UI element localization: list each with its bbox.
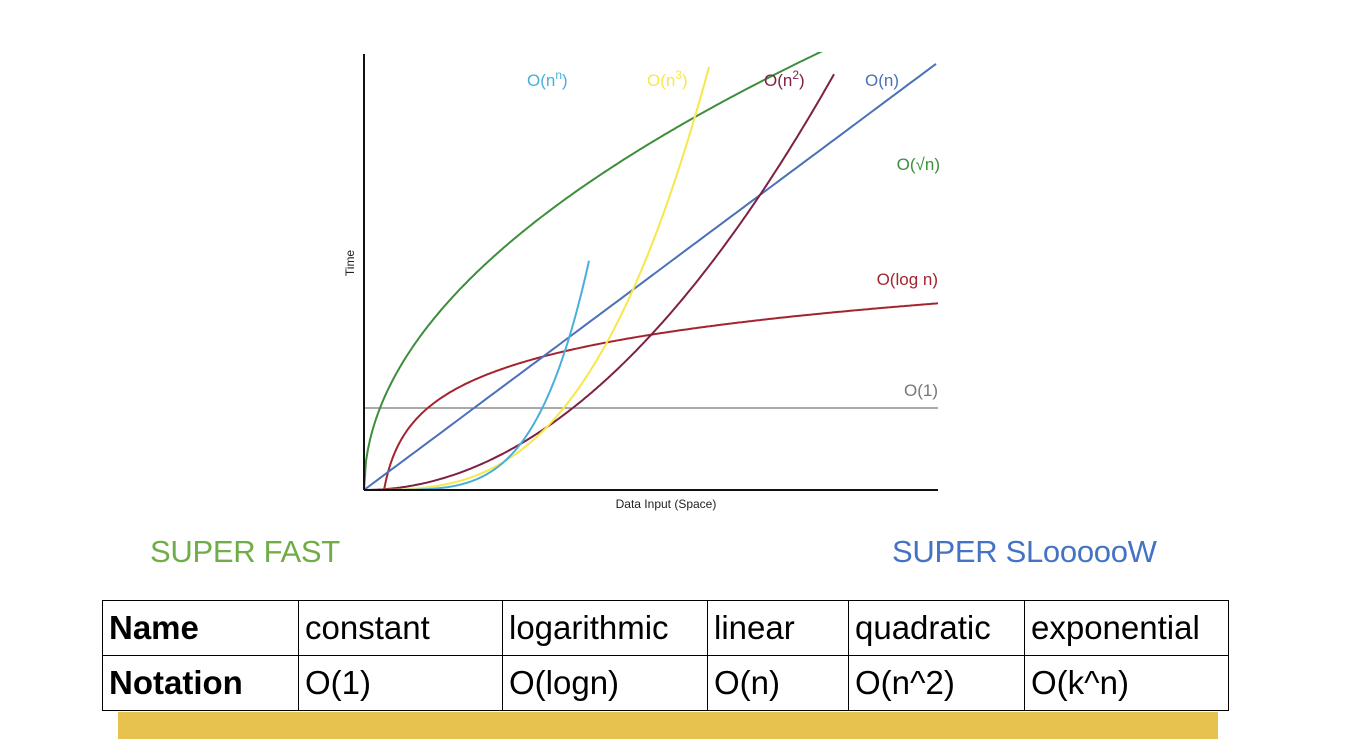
table-cell: O(n) <box>707 655 849 711</box>
table-cell: O(logn) <box>502 655 708 711</box>
series-line-linear <box>363 63 937 491</box>
super-fast-caption: SUPER FAST <box>150 534 340 569</box>
series-label-sqrt: O(√n) <box>897 155 940 174</box>
table-cell: O(n^2) <box>848 655 1025 711</box>
table-cell: logarithmic <box>502 600 708 656</box>
chart-svg: O(1) O(log n) O(√n) O(n) O(n2) O(n3) O(nn) Data… <box>344 52 940 511</box>
super-slow-caption: SUPER SLoooooW <box>892 534 1157 569</box>
series-line-cubic <box>364 66 710 491</box>
series-label-log: O(log n) <box>877 270 938 289</box>
table-cell: linear <box>707 600 849 656</box>
complexity-chart: O(1) O(log n) O(√n) O(n) O(n2) O(n3) O(nn) Data… <box>344 52 944 514</box>
series-label-linear: O(n) <box>865 71 899 90</box>
bottom-accent-bar <box>118 712 1218 739</box>
series-label-cubic: O(n3) <box>647 68 688 90</box>
x-axis-label: Data Input (Space) <box>616 497 717 511</box>
table-cell: exponential <box>1024 600 1229 656</box>
series-line-nn <box>364 260 590 491</box>
table-row: Notation O(1) O(logn) O(n) O(n^2) O(k^n) <box>102 655 1229 711</box>
series-line-log <box>383 302 939 491</box>
series-line-quadratic <box>364 73 835 491</box>
series-label-quadratic: O(n2) <box>764 68 805 90</box>
table-cell: O(1) <box>298 655 503 711</box>
row-header-notation: Notation <box>102 655 299 711</box>
table-row: Name constant logarithmic linear quadrat… <box>102 600 1229 656</box>
series-line-sqrt <box>363 52 823 491</box>
table-cell: quadratic <box>848 600 1025 656</box>
y-axis-label: Time <box>344 250 357 277</box>
row-header-name: Name <box>102 600 299 656</box>
table-cell: O(k^n) <box>1024 655 1229 711</box>
complexity-table: Name constant logarithmic linear quadrat… <box>102 600 1229 711</box>
series-label-constant: O(1) <box>904 381 938 400</box>
table-cell: constant <box>298 600 503 656</box>
series-label-nn: O(nn) <box>527 68 568 90</box>
